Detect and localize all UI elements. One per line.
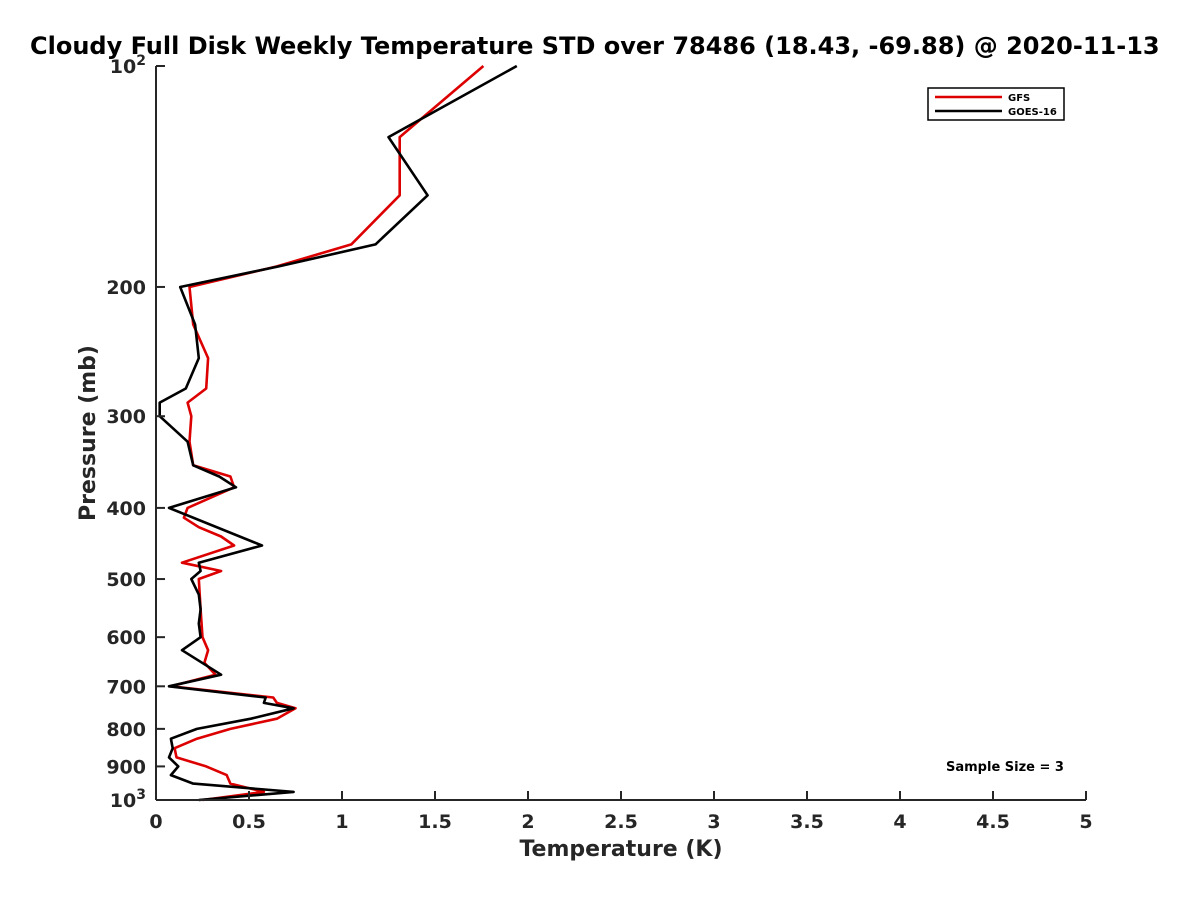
y-tick-label: 400 [106,498,146,520]
y-ticks: 102 200 300 400 500 600 700 800 900 103 [106,53,165,812]
x-tick-label: 2.5 [604,811,638,833]
x-tick-label: 1 [335,811,348,833]
legend-label-goes-16: GOES-16 [1008,107,1057,118]
y-tick-label: 200 [106,277,146,299]
x-tick-label: 4.5 [976,811,1010,833]
y-tick-label: 900 [106,756,146,778]
x-tick-label: 2 [521,811,534,833]
x-ticks: 0 0.5 1 1.5 2 2.5 3 3.5 4 4.5 5 [149,791,1093,833]
y-tick-label: 800 [106,719,146,741]
y-tick-label: 500 [106,569,146,591]
sample-size-annotation: Sample Size = 3 [946,760,1064,775]
chart-title: Cloudy Full Disk Weekly Temperature STD … [30,32,1160,60]
x-tick-label: 5 [1079,811,1092,833]
x-tick-label: 4 [893,811,906,833]
series-line-gfs [169,65,485,802]
y-tick-label: 700 [106,676,146,698]
y-tick-label: 102 [110,53,146,78]
x-tick-label: 1.5 [418,811,452,833]
x-axis-label: Temperature (K) [519,837,722,862]
legend: GFS GOES-16 [927,87,1065,121]
x-tick-label: 3 [707,811,720,833]
legend-label-gfs: GFS [1008,93,1030,104]
x-tick-label: 0.5 [232,811,266,833]
y-tick-label: 600 [106,627,146,649]
legend-box [927,87,1065,121]
y-tick-label: 103 [110,787,146,812]
y-tick-label: 300 [106,406,146,428]
y-axis-label: Pressure (mb) [76,345,101,521]
series-layer [158,64,518,802]
x-tick-label: 0 [149,811,162,833]
x-tick-label: 3.5 [790,811,824,833]
series-line-goes-16 [158,64,518,802]
